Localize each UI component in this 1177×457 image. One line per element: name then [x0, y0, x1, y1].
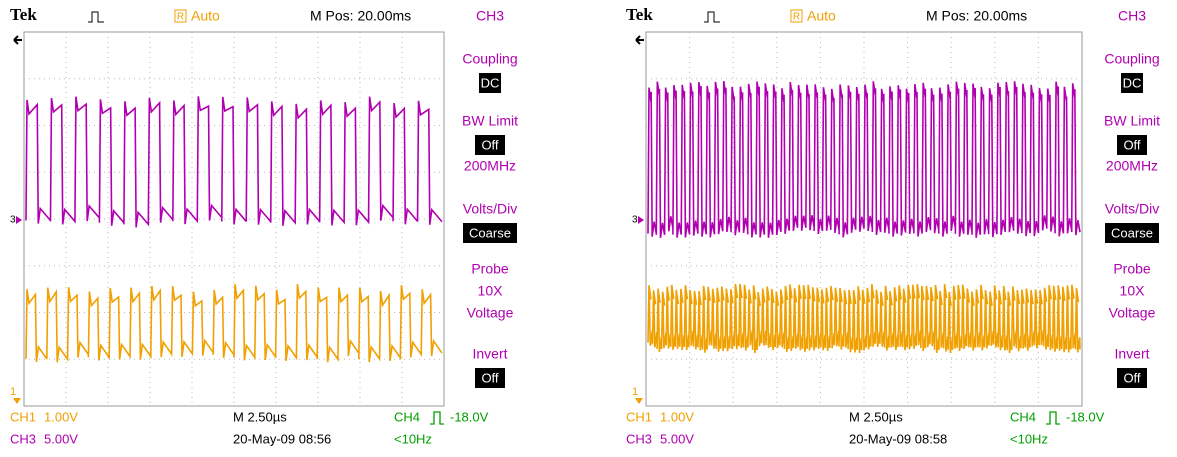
position: M Pos: 20.00ms [926, 8, 1027, 24]
menu-detail: 10X [1120, 283, 1146, 299]
menu-value: DC [1123, 75, 1142, 90]
menu-label: Volts/Div [1105, 201, 1159, 217]
trigger-icon [704, 12, 720, 22]
menu-value: Off [481, 137, 498, 152]
menu-label: Probe [1113, 261, 1151, 277]
ch1-name: CH1 [626, 409, 652, 424]
trig-edge-icon [430, 412, 444, 424]
timebase: M 2.50µs [233, 409, 287, 424]
ch3-name: CH3 [626, 431, 652, 446]
acq-mode: Auto [191, 8, 220, 24]
trig-freq: <10Hz [1010, 431, 1048, 446]
menu-label: Coupling [462, 51, 517, 67]
position: M Pos: 20.00ms [310, 8, 411, 24]
menu-value: Off [1123, 370, 1140, 385]
ch3-scale: 5.00V [44, 431, 78, 446]
ch1-waveform [26, 284, 442, 362]
ch3-marker-arrow [16, 216, 22, 224]
ch1-scale: 1.00V [44, 409, 78, 424]
ch3-scale: 5.00V [660, 431, 694, 446]
datetime: 20-May-09 08:56 [233, 431, 331, 446]
ch1-name: CH1 [10, 409, 36, 424]
menu-label: Coupling [1104, 51, 1159, 67]
trig-source: CH4 [1010, 409, 1036, 424]
ch1-marker: 1 [632, 386, 638, 398]
trigger-icon [88, 12, 104, 22]
oscilloscope-screens: Tek R Auto M Pos: 20.00ms CH3 3 1 Coupling DC BW … [0, 0, 1177, 457]
ch1-marker-arrow [635, 398, 643, 404]
scope-screen: Tek R Auto M Pos: 20.00ms CH3 3 1 Coupling DC BW … [626, 5, 1160, 447]
brand: Tek [626, 5, 653, 24]
menu-value: DC [481, 75, 500, 90]
menu-detail: 10X [478, 283, 504, 299]
acq-badge: R [177, 12, 184, 23]
trig-freq: <10Hz [394, 431, 432, 446]
menu-label: BW Limit [462, 113, 518, 129]
ch1-scale: 1.00V [660, 409, 694, 424]
acq-mode: Auto [807, 8, 836, 24]
ch1-marker: 1 [10, 386, 16, 398]
brand: Tek [10, 5, 37, 24]
trigger-position-arrow [636, 36, 644, 44]
ch3-name: CH3 [10, 431, 36, 446]
menu-label: Probe [471, 261, 509, 277]
menu-detail: 200MHz [1106, 158, 1158, 174]
ch1-waveform [648, 284, 1080, 353]
menu-detail: Voltage [467, 305, 514, 321]
trig-edge-icon [1046, 412, 1060, 424]
menu-value: Coarse [469, 225, 511, 240]
ch3-waveform [648, 81, 1080, 238]
menu-detail: 200MHz [464, 158, 516, 174]
trig-source: CH4 [394, 409, 420, 424]
menu-title: CH3 [476, 8, 504, 24]
trig-level: -18.0V [450, 409, 489, 424]
datetime: 20-May-09 08:58 [849, 431, 947, 446]
menu-value: Off [481, 370, 498, 385]
menu-title: CH3 [1118, 8, 1146, 24]
trig-level: -18.0V [1066, 409, 1105, 424]
ch3-marker: 3 [10, 215, 16, 226]
ch3-waveform [26, 96, 442, 227]
timebase: M 2.50µs [849, 409, 903, 424]
ch1-marker-arrow [13, 398, 21, 404]
menu-label: Invert [472, 346, 507, 362]
trigger-position-arrow [14, 36, 22, 44]
ch3-marker: 3 [632, 215, 638, 226]
menu-value: Off [1123, 137, 1140, 152]
menu-label: BW Limit [1104, 113, 1160, 129]
menu-detail: Voltage [1109, 305, 1156, 321]
ch3-marker-arrow [638, 216, 644, 224]
menu-label: Invert [1114, 346, 1149, 362]
acq-badge: R [793, 12, 800, 23]
menu-value: Coarse [1111, 225, 1153, 240]
scope-screen: Tek R Auto M Pos: 20.00ms CH3 3 1 Coupling DC BW … [10, 5, 518, 447]
menu-label: Volts/Div [463, 201, 517, 217]
